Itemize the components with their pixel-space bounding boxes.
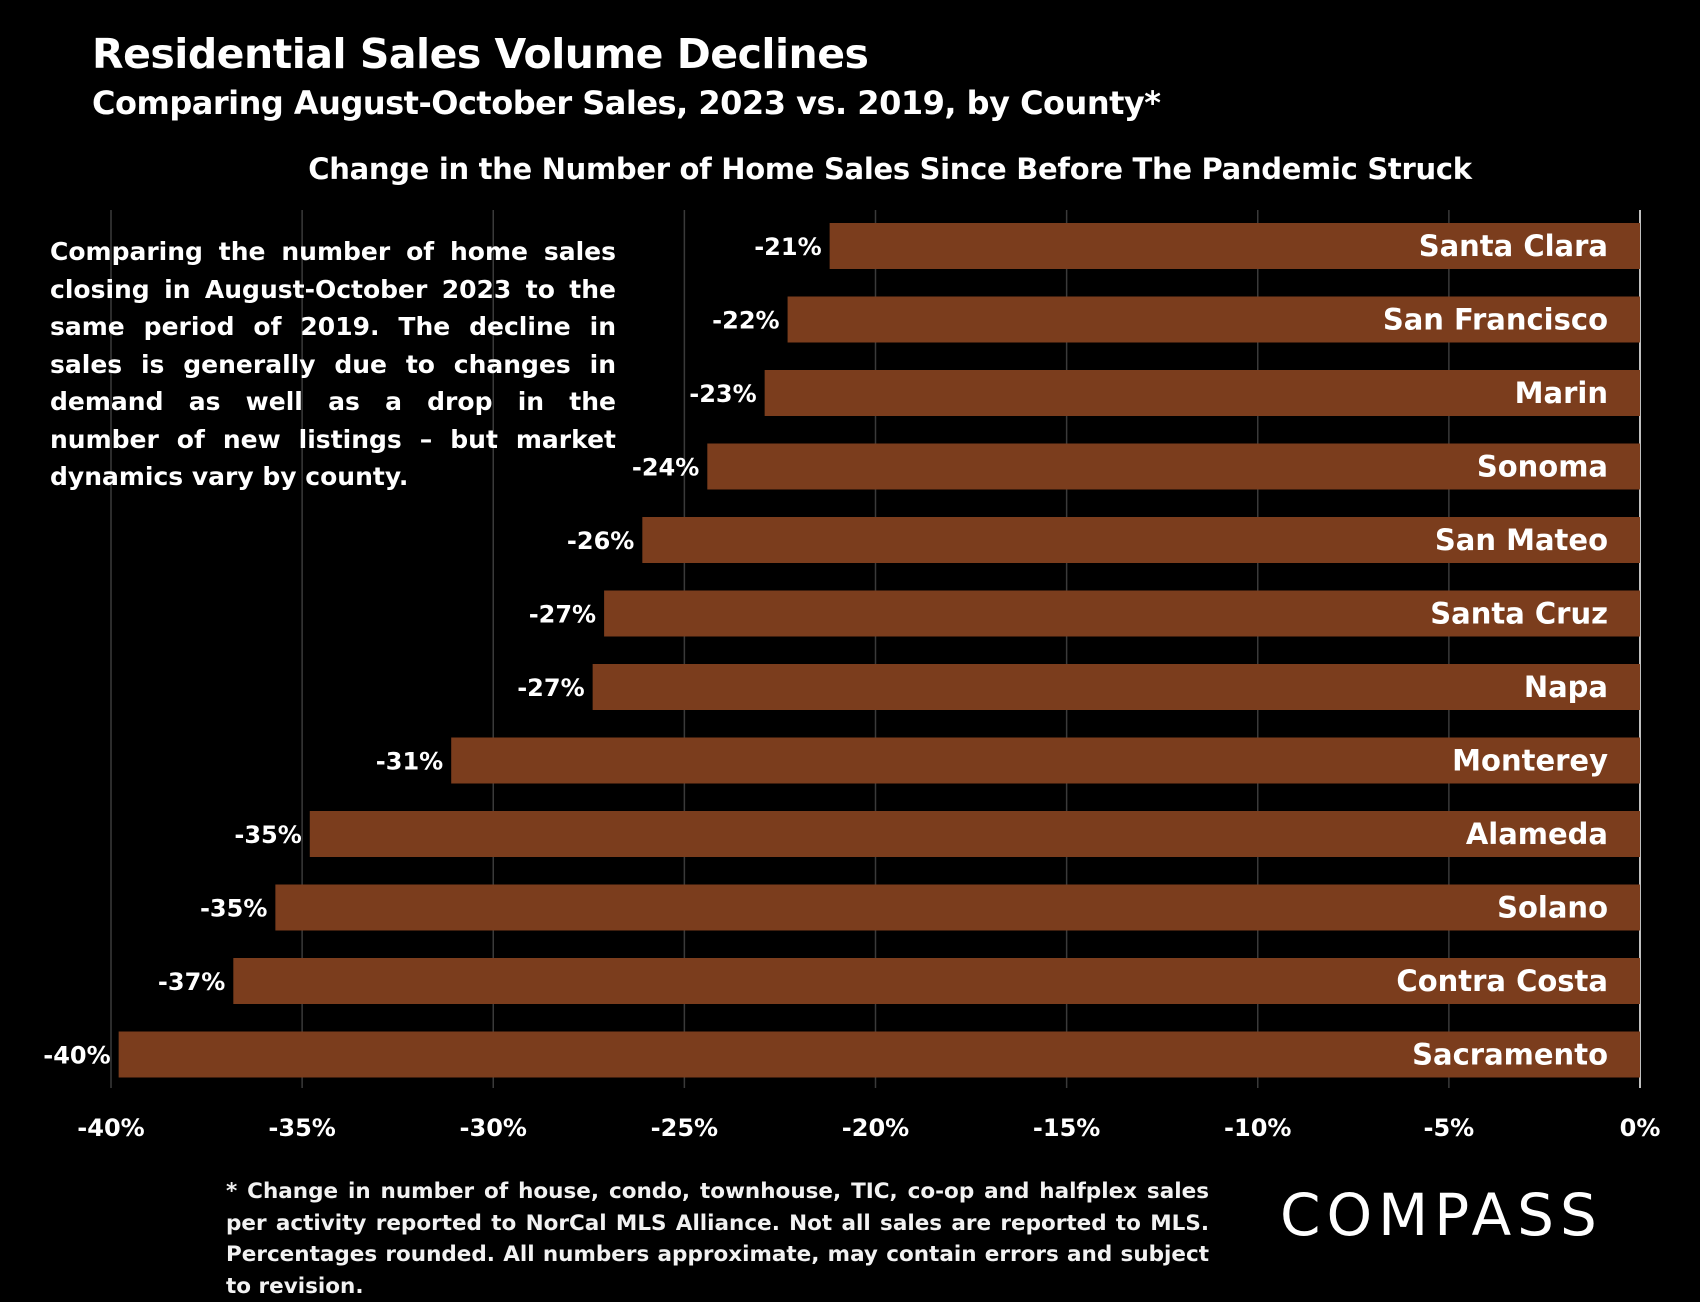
x-tick-label: -25% — [651, 1114, 718, 1142]
bar — [764, 370, 1640, 416]
category-label: Napa — [1524, 670, 1608, 704]
category-label: Santa Cruz — [1430, 597, 1608, 631]
category-label: Solano — [1497, 891, 1608, 925]
data-label: -37% — [158, 968, 225, 996]
data-label: -35% — [200, 895, 267, 923]
category-label: Sacramento — [1412, 1038, 1608, 1072]
category-label: Alameda — [1466, 817, 1608, 851]
chart-title: Change in the Number of Home Sales Since… — [308, 152, 1472, 186]
x-tick-label: -10% — [1224, 1114, 1291, 1142]
data-label: -27% — [517, 674, 584, 702]
data-label: -26% — [567, 527, 634, 555]
chart-description: Comparing the number of home sales closi… — [50, 237, 616, 491]
data-label: -27% — [529, 601, 596, 629]
x-tick-label: -35% — [268, 1114, 335, 1142]
bar — [707, 443, 1640, 490]
data-label: -40% — [43, 1042, 110, 1070]
bar — [275, 884, 1641, 931]
bar — [233, 958, 1640, 1004]
category-label: Contra Costa — [1396, 964, 1608, 998]
data-label: -35% — [234, 821, 301, 849]
bar — [309, 811, 1640, 857]
bar — [604, 590, 1640, 637]
footnote: * Change in number of house, condo, town… — [226, 1179, 1209, 1299]
category-label: Sonoma — [1477, 450, 1608, 484]
x-tick-label: -20% — [842, 1114, 909, 1142]
bar — [118, 1031, 1640, 1078]
bar — [592, 664, 1640, 710]
x-tick-label: -5% — [1424, 1114, 1475, 1142]
x-tick-label: -30% — [460, 1114, 527, 1142]
page-title: Residential Sales Volume Declines — [92, 30, 869, 78]
bar — [451, 737, 1640, 784]
data-label: -31% — [376, 748, 443, 776]
compass-logo-mark: COMPASS — [1280, 1183, 1603, 1247]
bar — [642, 517, 1640, 563]
category-label: Santa Clara — [1419, 229, 1608, 263]
compass-logo: COMPASS — [1280, 1183, 1660, 1247]
data-label: -24% — [632, 454, 699, 482]
bar — [787, 296, 1640, 343]
data-label: -23% — [689, 380, 756, 408]
category-label: San Mateo — [1435, 523, 1608, 557]
logo-text: COMPASS — [1280, 1183, 1603, 1247]
data-label: -22% — [712, 307, 779, 335]
category-label: Monterey — [1452, 744, 1608, 778]
category-label: San Francisco — [1383, 303, 1608, 337]
page-subtitle: Comparing August-October Sales, 2023 vs.… — [92, 84, 1161, 122]
x-tick-label: -15% — [1033, 1114, 1100, 1142]
bar — [829, 223, 1640, 269]
data-label: -21% — [754, 233, 821, 261]
category-label: Marin — [1515, 376, 1608, 410]
x-tick-label: -40% — [77, 1114, 144, 1142]
x-tick-label: 0% — [1620, 1114, 1661, 1142]
